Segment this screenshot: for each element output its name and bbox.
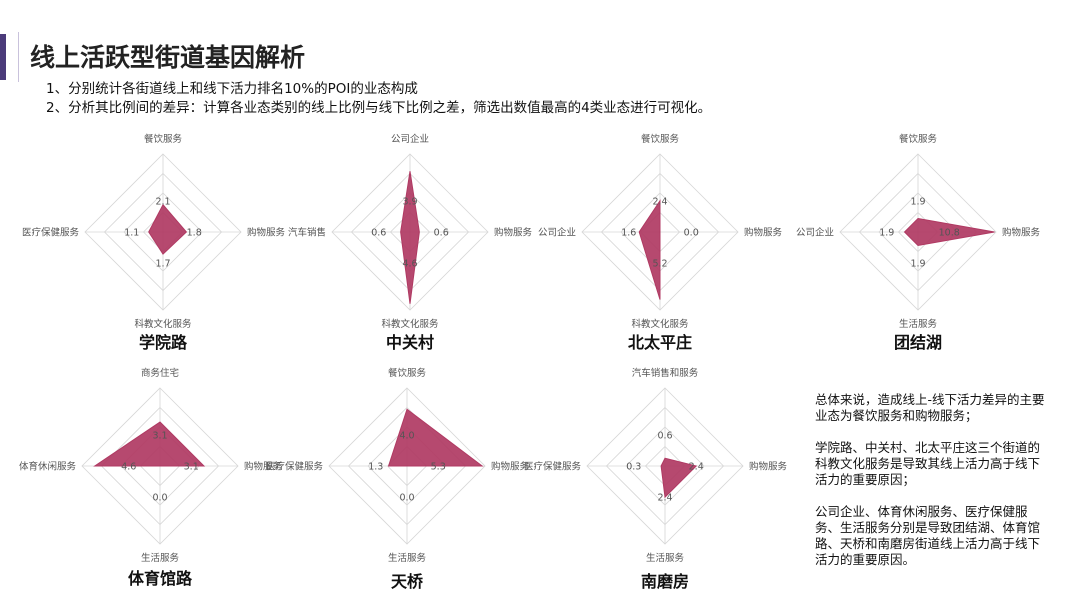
intro-line-2: 2、分析其比例间的差异：计算各业态类别的线上比例与线下比例之差，筛选出数值最高的… (46, 100, 712, 116)
radar-value-label: 1.6 (621, 228, 636, 239)
radar-axis-label: 餐饮服务 (144, 133, 183, 145)
radar-axis-label: 公司企业 (391, 133, 429, 145)
radar-value-label: 10.8 (939, 228, 960, 239)
summary-paragraph-3: 公司企业、体育休闲服务、医疗保健服务、生活服务分别是导致团结湖、体育馆路、天桥和… (815, 504, 1041, 567)
title-accent-line (18, 32, 19, 82)
radar-chart-zhongguancun: 3.9 0.6 4.6 0.6 公司企业购物服务科教文化服务 汽车销售 (288, 112, 533, 352)
chart-name-xueyuanlu: 学院路 (138, 333, 187, 352)
radar-axis-label: 汽车销售 (288, 227, 326, 239)
radar-value-label: 1.7 (155, 259, 170, 270)
title-accent-bar (0, 34, 6, 80)
radar-axis-label: 生活服务 (388, 552, 427, 564)
summary-paragraph-2: 学院路、中关村、北太平庄这三个街道的科教文化服务是导致其线上活力高于线下活力的重… (815, 440, 1041, 487)
radar-axis-label: 购物服务 (494, 227, 533, 239)
radar-value-label: 3.9 (402, 196, 417, 207)
radar-value-label: 0.0 (684, 228, 699, 239)
radar-axis-label: 医疗保健服务 (524, 461, 582, 473)
radar-value-label: 0.6 (371, 228, 386, 239)
radar-value-label: 5.3 (431, 462, 446, 473)
radar-value-label: 3.1 (152, 430, 167, 441)
chart-name-nanmofang: 南磨房 (640, 572, 689, 591)
radar-chart-nanmofang: 0.6 2.4 2.4 0.3 汽车销售和服务购物服务生活服务 医疗保健服务 (524, 346, 788, 586)
radar-value-label: 0.6 (657, 430, 672, 441)
radar-axis-label: 科教文化服务 (381, 318, 439, 330)
chart-name-tiyuguanlu: 体育馆路 (127, 569, 192, 588)
radar-value-label: 3.1 (184, 462, 199, 473)
radar-axis-label: 医疗保健服务 (266, 461, 324, 473)
chart-name-tuanjiehu: 团结湖 (893, 333, 942, 352)
radar-chart-tuanjiehu: 1.9 10.8 1.9 1.9 餐饮服务购物服务生活服务 公司企业 (796, 112, 1041, 352)
radar-axis-label: 餐饮服务 (641, 133, 680, 145)
radar-value-label: 1.9 (910, 196, 925, 207)
intro-line-1: 1、分别统计各街道线上和线下活力排名10%的POI的业态构成 (46, 81, 418, 97)
radar-axis-label: 科教文化服务 (631, 318, 689, 330)
radar-axis-label: 购物服务 (744, 227, 783, 239)
radar-axis-label: 医疗保健服务 (22, 227, 80, 239)
radar-chart-beitaipingzhuang: 2.4 0.0 5.2 1.6 餐饮服务购物服务科教文化服务 公司企业 (538, 112, 783, 352)
summary-paragraph-1: 总体来说，造成线上-线下活力差异的主要业态为餐饮服务和购物服务； (815, 392, 1045, 423)
radar-series-area (93, 421, 206, 467)
radar-axis-label: 生活服务 (141, 552, 180, 564)
chart-name-beitaipingzhuang: 北太平庄 (627, 333, 692, 352)
radar-chart-tiyuguanlu: 3.1 3.1 0.0 4.6 商务住宅购物服务生活服务 体育休闲服务 (19, 346, 283, 586)
radar-value-label: 2.4 (652, 196, 667, 207)
radar-axis-label: 购物服务 (247, 227, 286, 239)
radar-value-label: 0.3 (626, 462, 641, 473)
radar-value-label: 2.4 (657, 493, 672, 504)
radar-value-label: 1.8 (187, 228, 202, 239)
radar-value-label: 4.6 (121, 462, 136, 473)
radar-value-label: 1.9 (879, 228, 894, 239)
radar-value-label: 0.0 (399, 493, 414, 504)
radar-axis-label: 生活服务 (646, 552, 685, 564)
radar-axis-label: 购物服务 (244, 461, 283, 473)
radar-series-area (400, 171, 420, 304)
radar-axis-label: 生活服务 (899, 318, 938, 330)
radar-axis-label: 购物服务 (749, 461, 788, 473)
radar-series-area (903, 217, 995, 247)
radar-axis-label: 商务住宅 (141, 367, 179, 379)
radar-axis-label: 体育休闲服务 (19, 461, 77, 473)
chart-name-zhongguancun: 中关村 (385, 333, 434, 352)
page-title: 线上活跃型街道基因解析 (30, 43, 306, 72)
radar-axis-label: 汽车销售和服务 (632, 367, 699, 379)
radar-value-label: 2.4 (689, 462, 704, 473)
radar-axis-label: 公司企业 (538, 227, 576, 239)
radar-value-label: 0.6 (434, 228, 449, 239)
radar-value-label: 1.9 (910, 259, 925, 270)
radar-axis-label: 公司企业 (796, 227, 834, 239)
radar-axis-label: 科教文化服务 (134, 318, 192, 330)
radar-series-area (387, 408, 484, 467)
radar-series-area (660, 457, 698, 499)
radar-axis-label: 餐饮服务 (388, 367, 427, 379)
radar-axis-label: 购物服务 (1002, 227, 1041, 239)
radar-value-label: 4.6 (402, 259, 417, 270)
radar-value-label: 1.1 (124, 228, 139, 239)
radar-chart-tianqiao: 4.0 5.3 0.0 1.3 餐饮服务购物服务生活服务 医疗保健服务 (266, 346, 530, 586)
radar-value-label: 5.2 (652, 259, 667, 270)
radar-value-label: 1.3 (368, 462, 383, 473)
radar-series-area (148, 203, 188, 255)
radar-axis-label: 餐饮服务 (899, 133, 938, 145)
summary-text: 总体来说，造成线上-线下活力差异的主要业态为餐饮服务和购物服务； 学院路、中关村… (815, 392, 1047, 584)
radar-axis-label: 购物服务 (491, 461, 530, 473)
chart-name-tianqiao: 天桥 (390, 572, 423, 591)
radar-value-label: 2.1 (155, 196, 170, 207)
radar-value-label: 4.0 (399, 430, 414, 441)
radar-chart-xueyuanlu: 2.1 1.8 1.7 1.1 餐饮服务购物服务科教文化服务 医疗保健服务 (22, 112, 286, 352)
radar-series-area (638, 199, 661, 300)
radar-value-label: 0.0 (152, 493, 167, 504)
